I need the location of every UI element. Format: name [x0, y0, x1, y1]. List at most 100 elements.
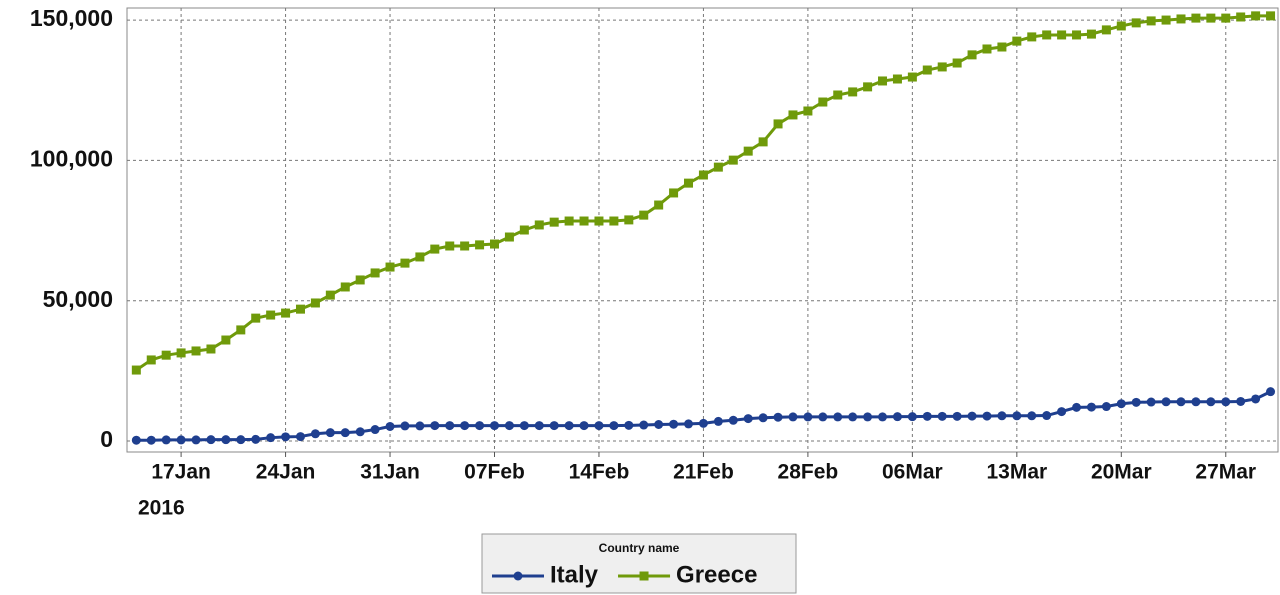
- data-point: [1072, 402, 1082, 412]
- data-point: [1012, 36, 1022, 46]
- data-point: [445, 421, 455, 431]
- data-point: [997, 411, 1007, 421]
- data-point: [892, 412, 902, 422]
- data-point: [236, 325, 246, 335]
- data-point: [1116, 399, 1126, 409]
- data-point: [295, 304, 305, 314]
- x-tick-label: 17Jan: [151, 461, 211, 484]
- data-point: [1176, 14, 1186, 24]
- data-point: [639, 210, 649, 220]
- data-point: [594, 421, 604, 431]
- x-tick-label: 21Feb: [673, 461, 734, 484]
- y-tick-label: 50,000: [43, 286, 113, 312]
- data-point: [1042, 30, 1052, 40]
- data-point: [1221, 13, 1231, 23]
- data-point: [594, 216, 604, 226]
- data-point: [1027, 32, 1037, 42]
- data-point: [340, 428, 350, 438]
- data-point: [1191, 13, 1201, 23]
- data-point: [758, 413, 768, 423]
- data-point: [489, 421, 499, 431]
- data-point: [803, 106, 813, 116]
- data-point: [743, 146, 753, 156]
- legend-title: Country name: [599, 541, 680, 555]
- data-point: [385, 262, 395, 272]
- data-point: [952, 411, 962, 421]
- data-point: [624, 420, 634, 430]
- y-tick-label: 150,000: [30, 5, 113, 31]
- data-point: [773, 119, 783, 129]
- data-point: [609, 421, 619, 431]
- data-point: [713, 162, 723, 172]
- data-point: [191, 435, 201, 445]
- data-point: [1027, 411, 1037, 421]
- data-point: [295, 432, 305, 442]
- data-point: [788, 110, 798, 120]
- data-point: [848, 412, 858, 422]
- data-point: [221, 335, 231, 345]
- data-point: [281, 308, 291, 318]
- data-point: [1176, 397, 1186, 407]
- data-point: [430, 421, 440, 431]
- data-point: [1236, 12, 1246, 22]
- data-point: [1221, 397, 1231, 407]
- data-point: [325, 428, 335, 438]
- data-point: [907, 72, 917, 82]
- data-point: [415, 421, 425, 431]
- data-point: [863, 412, 873, 422]
- data-point: [609, 216, 619, 226]
- data-point: [1206, 13, 1216, 23]
- data-point: [818, 97, 828, 107]
- data-point: [475, 421, 485, 431]
- data-point: [818, 412, 828, 422]
- x-tick-label: 27Mar: [1195, 461, 1256, 484]
- data-point: [430, 244, 440, 254]
- data-point: [758, 137, 768, 147]
- data-point: [221, 435, 231, 445]
- data-point: [684, 178, 694, 188]
- y-tick-label: 100,000: [30, 145, 113, 171]
- data-point: [131, 365, 141, 375]
- data-point: [1131, 397, 1141, 407]
- data-point: [355, 275, 365, 285]
- data-point: [325, 290, 335, 300]
- data-point: [564, 421, 574, 431]
- data-point: [504, 421, 514, 431]
- data-point: [848, 87, 858, 97]
- data-point: [1146, 397, 1156, 407]
- data-point: [654, 200, 664, 210]
- data-point: [504, 232, 514, 242]
- data-point: [519, 225, 529, 235]
- data-point: [176, 348, 186, 358]
- data-point: [1086, 29, 1096, 39]
- plot-frame: [126, 7, 1279, 453]
- data-point: [669, 188, 679, 198]
- data-point: [370, 425, 380, 435]
- data-point: [460, 421, 470, 431]
- data-point: [146, 435, 156, 445]
- legend-label: Greece: [676, 561, 757, 588]
- data-point: [236, 435, 246, 445]
- data-point: [475, 240, 485, 250]
- data-point: [788, 412, 798, 422]
- x-tick-label: 07Feb: [464, 461, 525, 484]
- data-point: [355, 427, 365, 437]
- data-point: [1057, 407, 1067, 417]
- data-point: [1101, 25, 1111, 35]
- data-point: [310, 429, 320, 439]
- data-point: [445, 241, 455, 251]
- data-point: [564, 216, 574, 226]
- data-point: [967, 50, 977, 60]
- data-point: [549, 217, 559, 227]
- data-point: [892, 74, 902, 84]
- data-point: [161, 435, 171, 445]
- data-point: [698, 170, 708, 180]
- data-point: [534, 220, 544, 230]
- data-point: [833, 412, 843, 422]
- data-point: [340, 282, 350, 292]
- data-point: [878, 76, 888, 86]
- data-point: [1057, 30, 1067, 40]
- data-point: [1236, 396, 1246, 406]
- data-point: [310, 298, 320, 308]
